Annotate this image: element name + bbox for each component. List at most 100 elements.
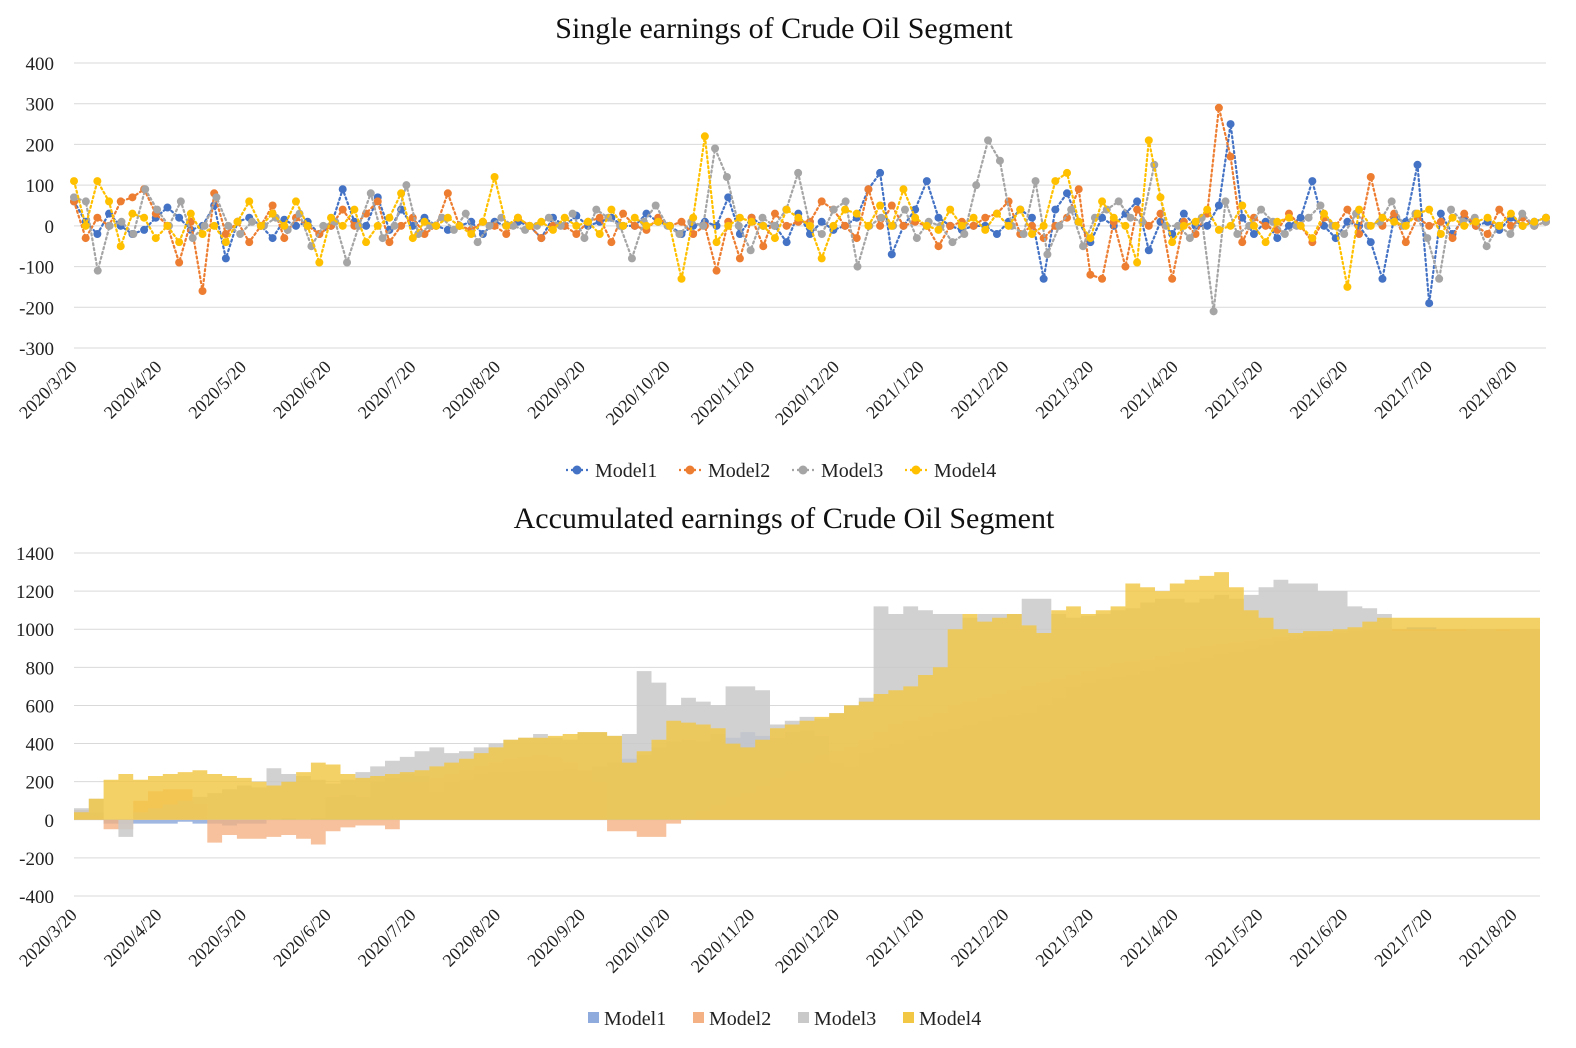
- data-point-model4: [81, 221, 90, 230]
- data-point-model4: [280, 221, 289, 230]
- data-point-model3: [414, 230, 423, 238]
- data-point-model1: [1308, 177, 1317, 186]
- x-tick-label: 2020/6/20: [269, 905, 335, 971]
- legend-marker: [798, 465, 808, 475]
- data-point-model4: [1308, 234, 1317, 243]
- data-point-model2: [1121, 262, 1130, 271]
- data-point-model4: [432, 221, 441, 230]
- data-point-model4: [1249, 221, 1258, 230]
- data-point-model3: [93, 266, 102, 275]
- data-point-model3: [1031, 177, 1040, 186]
- data-point-model4: [969, 213, 978, 222]
- data-point-model4: [537, 217, 546, 226]
- data-point-model4: [934, 225, 943, 234]
- y-tick-label: -100: [19, 258, 54, 279]
- data-point-model2: [1133, 205, 1142, 214]
- data-point-model4: [595, 230, 604, 238]
- legend-swatch: [693, 1012, 704, 1023]
- data-point-model4: [1518, 221, 1527, 230]
- data-point-model1: [1214, 201, 1223, 210]
- data-point-model3: [70, 193, 78, 202]
- data-point-model3: [236, 230, 245, 238]
- data-point-model4: [1156, 193, 1165, 202]
- x-tick-label: 2021/2/20: [947, 357, 1013, 423]
- data-point-model2: [373, 197, 382, 206]
- data-point-model2: [595, 213, 604, 222]
- data-point-model2: [1483, 230, 1492, 238]
- data-point-model3: [402, 181, 411, 190]
- data-point-model4: [794, 213, 803, 222]
- data-point-model1: [887, 250, 896, 259]
- data-point-model1: [1425, 299, 1434, 308]
- data-point-model4: [887, 221, 896, 230]
- data-point-model1: [93, 230, 102, 238]
- data-point-model3: [627, 254, 636, 263]
- data-point-model2: [864, 185, 873, 194]
- data-point-model3: [984, 136, 993, 145]
- data-point-model3: [758, 213, 767, 222]
- data-point-model4: [1086, 234, 1095, 243]
- data-point-model2: [1168, 274, 1177, 283]
- data-point-model3: [912, 234, 921, 243]
- data-point-model4: [105, 197, 114, 206]
- y-tick-label: -200: [19, 849, 54, 870]
- data-point-model4: [1436, 230, 1445, 238]
- chart-title: Accumulated earnings of Crude Oil Segmen…: [514, 502, 1055, 535]
- data-point-model4: [572, 221, 581, 230]
- data-point-model2: [1355, 230, 1364, 238]
- data-point-model4: [747, 217, 756, 226]
- y-tick-label: 400: [26, 54, 55, 75]
- data-point-model2: [198, 287, 207, 295]
- data-point-model3: [1340, 230, 1349, 238]
- data-point-model3: [366, 189, 375, 198]
- plot-area: [70, 103, 1550, 316]
- data-point-model4: [1378, 213, 1387, 222]
- data-point-model4: [1226, 221, 1235, 230]
- data-point-model2: [735, 254, 744, 263]
- data-point-model4: [630, 213, 639, 222]
- data-point-model3: [1482, 242, 1491, 251]
- data-point-model4: [770, 234, 779, 243]
- y-tick-label: 1200: [16, 582, 54, 603]
- data-point-model3: [200, 221, 209, 230]
- data-point-model3: [829, 205, 838, 214]
- data-point-model2: [385, 238, 394, 247]
- data-point-model4: [1483, 213, 1492, 222]
- data-point-model4: [1355, 205, 1364, 214]
- chart-title: Single earnings of Crude Oil Segment: [555, 12, 1013, 45]
- data-point-model4: [619, 221, 628, 230]
- x-tick-label: 2020/5/20: [184, 905, 250, 971]
- x-tick-label: 2021/2/20: [947, 905, 1013, 971]
- data-point-model2: [1436, 217, 1445, 226]
- data-point-model4: [385, 213, 394, 222]
- x-tick-label: 2020/7/20: [354, 905, 420, 971]
- data-point-model4: [700, 132, 709, 141]
- data-point-model3: [105, 221, 114, 230]
- data-point-model2: [1098, 274, 1107, 283]
- data-point-model1: [1273, 234, 1282, 243]
- data-point-model3: [1423, 234, 1432, 243]
- data-point-model4: [922, 221, 931, 230]
- data-point-model4: [443, 213, 452, 222]
- data-point-model3: [853, 262, 862, 271]
- data-point-model3: [141, 185, 150, 194]
- data-point-model4: [841, 205, 850, 214]
- data-point-model4: [1471, 217, 1480, 226]
- data-point-model2: [1425, 221, 1434, 230]
- data-point-model3: [248, 217, 257, 226]
- x-tick-label: 2020/12/20: [771, 357, 843, 429]
- data-point-model4: [817, 254, 826, 263]
- area-series-model4: [74, 572, 1540, 820]
- data-point-model4: [1109, 213, 1118, 222]
- data-point-model4: [1191, 217, 1200, 226]
- data-point-model3: [1055, 221, 1064, 230]
- x-tick-label: 2020/3/20: [15, 357, 81, 423]
- data-point-model4: [1121, 221, 1130, 230]
- data-point-model3: [390, 221, 399, 230]
- data-point-model4: [1203, 205, 1212, 214]
- data-point-model3: [1233, 230, 1242, 238]
- data-point-model1: [175, 213, 184, 222]
- data-point-model4: [327, 213, 336, 222]
- x-tick-label: 2021/8/20: [1455, 905, 1521, 971]
